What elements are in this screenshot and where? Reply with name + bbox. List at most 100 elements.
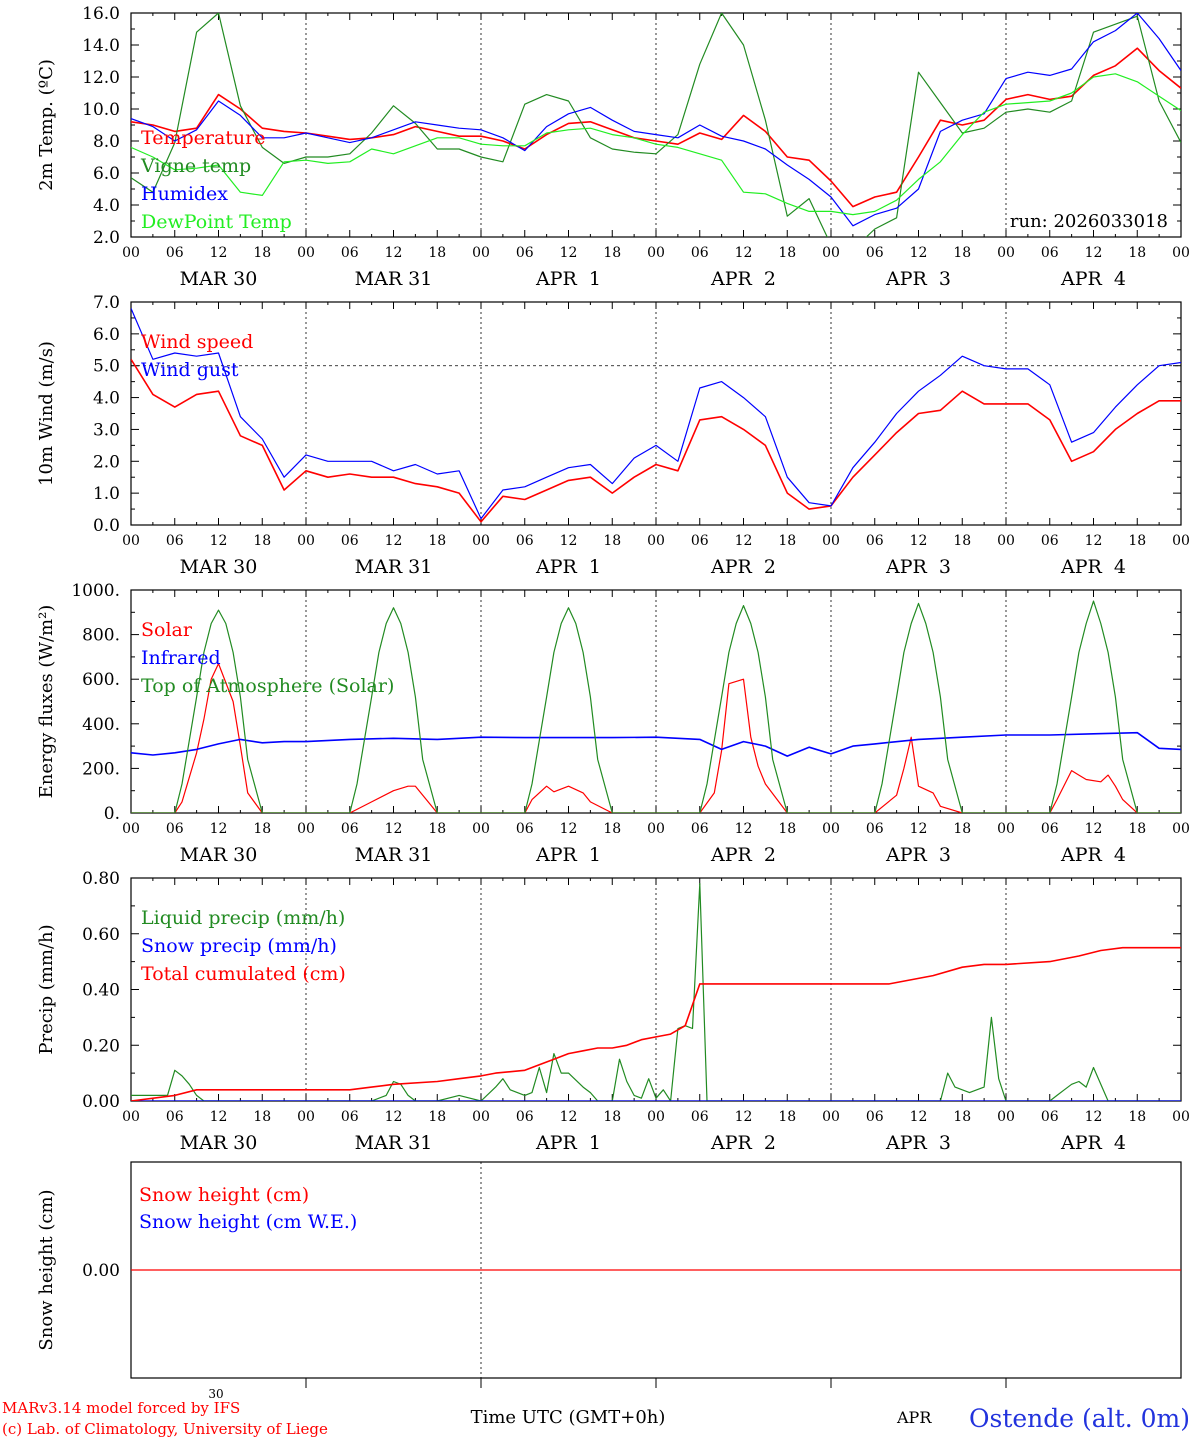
x-tick-label: 00 <box>472 1109 490 1125</box>
y-tick-label: 800. <box>82 626 120 646</box>
x-tick-label: 06 <box>341 533 359 549</box>
y-axis-label: Energy fluxes (W/m²) <box>36 605 57 799</box>
x-tick-label: 12 <box>385 821 403 837</box>
legend-entry: Infrared <box>141 647 221 669</box>
x-tick-label: 12 <box>385 1109 403 1125</box>
x-tick-label: 06 <box>691 245 709 261</box>
footer-stray-month: APR <box>896 1408 932 1427</box>
y-tick-label: 4.0 <box>93 196 120 216</box>
x-tick-label: 12 <box>560 821 578 837</box>
y-tick-label: 0.60 <box>82 925 120 945</box>
x-tick-label: 00 <box>297 1109 315 1125</box>
day-label: MAR 31 <box>355 268 433 290</box>
x-tick-label: 06 <box>166 1109 184 1125</box>
x-tick-label: 18 <box>1128 533 1146 549</box>
y-axis-label: Precip (mm/h) <box>36 924 57 1054</box>
legend-entry: Snow height (cm) <box>139 1184 309 1206</box>
legend-entry: Snow height (cm W.E.) <box>139 1211 357 1233</box>
x-tick-label: 00 <box>1172 821 1190 837</box>
series-infrared <box>131 731 1181 757</box>
x-tick-label: 00 <box>122 245 140 261</box>
x-tick-label: 12 <box>1085 821 1103 837</box>
x-tick-label: 18 <box>603 245 621 261</box>
x-tick-label: 06 <box>1041 245 1059 261</box>
x-tick-label: 12 <box>735 533 753 549</box>
x-tick-label: 00 <box>822 1109 840 1125</box>
day-label: MAR 30 <box>180 268 258 290</box>
x-tick-label: 00 <box>122 533 140 549</box>
x-tick-label: 12 <box>560 533 578 549</box>
series-group-wind <box>131 308 1181 523</box>
legend-entry: Wind speed <box>141 331 253 353</box>
y-tick-label: 6.0 <box>93 164 120 184</box>
day-label: APR 4 <box>1060 268 1126 290</box>
x-tick-label: 06 <box>866 1109 884 1125</box>
x-tick-label: 18 <box>253 245 271 261</box>
y-tick-label: 0.80 <box>82 869 120 889</box>
day-label: APR 3 <box>885 556 951 578</box>
x-tick-label: 06 <box>1041 533 1059 549</box>
series-wind-speed <box>131 358 1181 523</box>
panel-energy: 00 06 12 18 00 06 12 18 00 06 12 18 00 06 12 18 00 06 12 18… <box>36 581 1190 866</box>
y-tick-label: 1000. <box>71 581 120 601</box>
x-tick-label: 06 <box>866 533 884 549</box>
footer-stray-day: 30 <box>208 1387 223 1401</box>
legend-entry: Vigne temp <box>140 155 251 177</box>
series-humidex <box>131 13 1181 227</box>
footer-model-line: MARv3.14 model forced by IFS <box>2 1399 240 1417</box>
day-label: APR 2 <box>710 844 776 866</box>
y-tick-label: 5.0 <box>93 357 120 377</box>
y-tick-label: 10.0 <box>82 100 120 120</box>
x-tick-label: 12 <box>735 821 753 837</box>
day-label: APR 1 <box>535 844 601 866</box>
day-label: APR 4 <box>1060 556 1126 578</box>
y-tick-label: 2.0 <box>93 452 120 472</box>
legend-entry: Total cumulated (cm) <box>141 963 346 985</box>
y-tick-label: 12.0 <box>82 68 120 88</box>
x-tick-label: 00 <box>647 1109 665 1125</box>
legend-entry: Snow precip (mm/h) <box>141 935 337 957</box>
y-tick-label: 0.00 <box>82 1261 120 1281</box>
x-tick-label: 12 <box>1085 533 1103 549</box>
series-temperature <box>131 47 1181 208</box>
x-tick-label: 18 <box>1128 821 1146 837</box>
day-label: APR 4 <box>1060 1132 1126 1154</box>
x-tick-label: 18 <box>1128 1109 1146 1125</box>
day-label: APR 1 <box>535 556 601 578</box>
series-vigne-temp <box>131 13 1181 237</box>
series-wind-gust <box>131 308 1181 520</box>
x-tick-label: 00 <box>472 533 490 549</box>
x-tick-label: 12 <box>210 1109 228 1125</box>
legend-entry: Temperature <box>141 127 265 149</box>
x-tick-label: 18 <box>778 821 796 837</box>
series-group-energy <box>131 600 1181 813</box>
day-label: APR 3 <box>885 268 951 290</box>
x-tick-label: 18 <box>428 1109 446 1125</box>
footer-xlabel: Time UTC (GMT+0h) <box>471 1407 666 1428</box>
day-label: APR 2 <box>710 268 776 290</box>
x-tick-label: 06 <box>166 821 184 837</box>
x-tick-label: 00 <box>647 821 665 837</box>
x-tick-label: 06 <box>1041 1109 1059 1125</box>
x-tick-label: 18 <box>253 821 271 837</box>
x-tick-label: 00 <box>997 245 1015 261</box>
x-tick-label: 06 <box>516 1109 534 1125</box>
x-tick-label: 12 <box>1085 245 1103 261</box>
legend-entry: Wind gust <box>141 359 239 381</box>
x-tick-label: 00 <box>122 821 140 837</box>
x-tick-label: 18 <box>603 1109 621 1125</box>
x-tick-label: 06 <box>341 245 359 261</box>
x-tick-label: 00 <box>997 821 1015 837</box>
x-tick-label: 18 <box>778 533 796 549</box>
x-tick-label: 00 <box>647 245 665 261</box>
x-tick-label: 00 <box>647 533 665 549</box>
x-tick-label: 00 <box>297 245 315 261</box>
x-tick-label: 06 <box>166 533 184 549</box>
x-tick-label: 00 <box>1172 245 1190 261</box>
panel-precip: 00 06 12 18 00 06 12 18 00 06 12 18 00 06 12 18 00 06 12 18… <box>36 869 1190 1154</box>
day-label: MAR 31 <box>355 1132 433 1154</box>
legend-entry: Liquid precip (mm/h) <box>141 907 345 929</box>
day-label: MAR 30 <box>180 1132 258 1154</box>
x-tick-label: 18 <box>778 245 796 261</box>
legend-entry: Solar <box>141 619 193 641</box>
